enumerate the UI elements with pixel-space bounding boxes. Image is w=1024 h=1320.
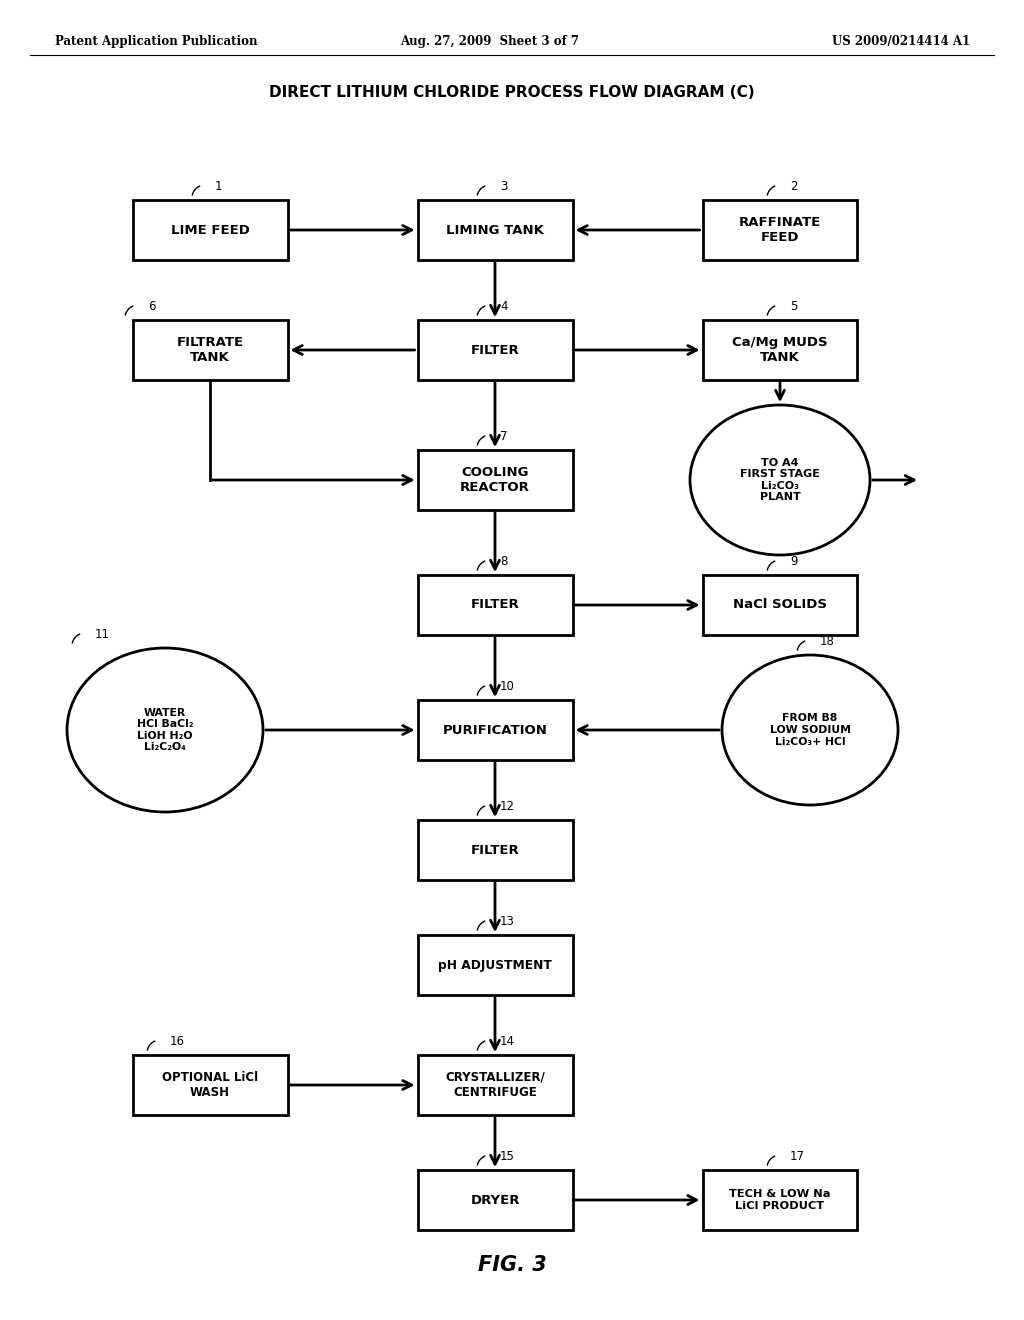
- Text: 2: 2: [790, 180, 798, 193]
- Text: WATER
HCl BaCl₂
LiOH H₂O
Li₂C₂O₄: WATER HCl BaCl₂ LiOH H₂O Li₂C₂O₄: [137, 708, 194, 752]
- Text: NaCl SOLIDS: NaCl SOLIDS: [733, 598, 827, 611]
- Text: 11: 11: [95, 628, 110, 642]
- Text: 8: 8: [500, 554, 507, 568]
- Text: LIMING TANK: LIMING TANK: [446, 223, 544, 236]
- Text: 15: 15: [500, 1150, 515, 1163]
- FancyBboxPatch shape: [132, 1055, 288, 1115]
- FancyBboxPatch shape: [702, 319, 857, 380]
- FancyBboxPatch shape: [702, 576, 857, 635]
- Text: 18: 18: [820, 635, 835, 648]
- Text: DRYER: DRYER: [470, 1193, 520, 1206]
- Text: 9: 9: [790, 554, 798, 568]
- Text: TO A4
FIRST STAGE
Li₂CO₃
PLANT: TO A4 FIRST STAGE Li₂CO₃ PLANT: [740, 458, 820, 503]
- FancyBboxPatch shape: [418, 820, 572, 880]
- Text: FROM B8
LOW SODIUM
Li₂CO₃+ HCl: FROM B8 LOW SODIUM Li₂CO₃+ HCl: [769, 713, 851, 747]
- Ellipse shape: [690, 405, 870, 554]
- FancyBboxPatch shape: [418, 935, 572, 995]
- Text: Patent Application Publication: Patent Application Publication: [55, 36, 257, 48]
- Text: 17: 17: [790, 1150, 805, 1163]
- Text: 6: 6: [148, 300, 156, 313]
- Text: FILTER: FILTER: [471, 843, 519, 857]
- Text: 7: 7: [500, 430, 508, 444]
- Text: PURIFICATION: PURIFICATION: [442, 723, 548, 737]
- Text: 1: 1: [215, 180, 222, 193]
- Text: RAFFINATE
FEED: RAFFINATE FEED: [739, 216, 821, 244]
- Text: 10: 10: [500, 680, 515, 693]
- FancyBboxPatch shape: [132, 201, 288, 260]
- Text: Aug. 27, 2009  Sheet 3 of 7: Aug. 27, 2009 Sheet 3 of 7: [400, 36, 579, 48]
- FancyBboxPatch shape: [418, 700, 572, 760]
- Text: LIME FEED: LIME FEED: [171, 223, 250, 236]
- FancyBboxPatch shape: [702, 1170, 857, 1230]
- Ellipse shape: [722, 655, 898, 805]
- Ellipse shape: [67, 648, 263, 812]
- Text: Ca/Mg MUDS
TANK: Ca/Mg MUDS TANK: [732, 337, 827, 364]
- Text: pH ADJUSTMENT: pH ADJUSTMENT: [438, 958, 552, 972]
- FancyBboxPatch shape: [702, 201, 857, 260]
- FancyBboxPatch shape: [418, 201, 572, 260]
- FancyBboxPatch shape: [418, 576, 572, 635]
- Text: 3: 3: [500, 180, 507, 193]
- FancyBboxPatch shape: [418, 450, 572, 510]
- Text: FILTER: FILTER: [471, 343, 519, 356]
- Text: 5: 5: [790, 300, 798, 313]
- FancyBboxPatch shape: [418, 1055, 572, 1115]
- Text: TECH & LOW Na
LiCl PRODUCT: TECH & LOW Na LiCl PRODUCT: [729, 1189, 830, 1210]
- Text: FIG. 3: FIG. 3: [477, 1255, 547, 1275]
- FancyBboxPatch shape: [418, 1170, 572, 1230]
- Text: CRYSTALLIZER/
CENTRIFUGE: CRYSTALLIZER/ CENTRIFUGE: [445, 1071, 545, 1100]
- Text: COOLING
REACTOR: COOLING REACTOR: [460, 466, 530, 494]
- FancyBboxPatch shape: [132, 319, 288, 380]
- Text: 12: 12: [500, 800, 515, 813]
- FancyBboxPatch shape: [418, 319, 572, 380]
- Text: FILTER: FILTER: [471, 598, 519, 611]
- Text: US 2009/0214414 A1: US 2009/0214414 A1: [831, 36, 970, 48]
- Text: 13: 13: [500, 915, 515, 928]
- Text: 4: 4: [500, 300, 508, 313]
- Text: FILTRATE
TANK: FILTRATE TANK: [176, 337, 244, 364]
- Text: 16: 16: [170, 1035, 185, 1048]
- Text: 14: 14: [500, 1035, 515, 1048]
- Text: DIRECT LITHIUM CHLORIDE PROCESS FLOW DIAGRAM (C): DIRECT LITHIUM CHLORIDE PROCESS FLOW DIA…: [269, 84, 755, 100]
- Text: OPTIONAL LiCl
WASH: OPTIONAL LiCl WASH: [162, 1071, 258, 1100]
